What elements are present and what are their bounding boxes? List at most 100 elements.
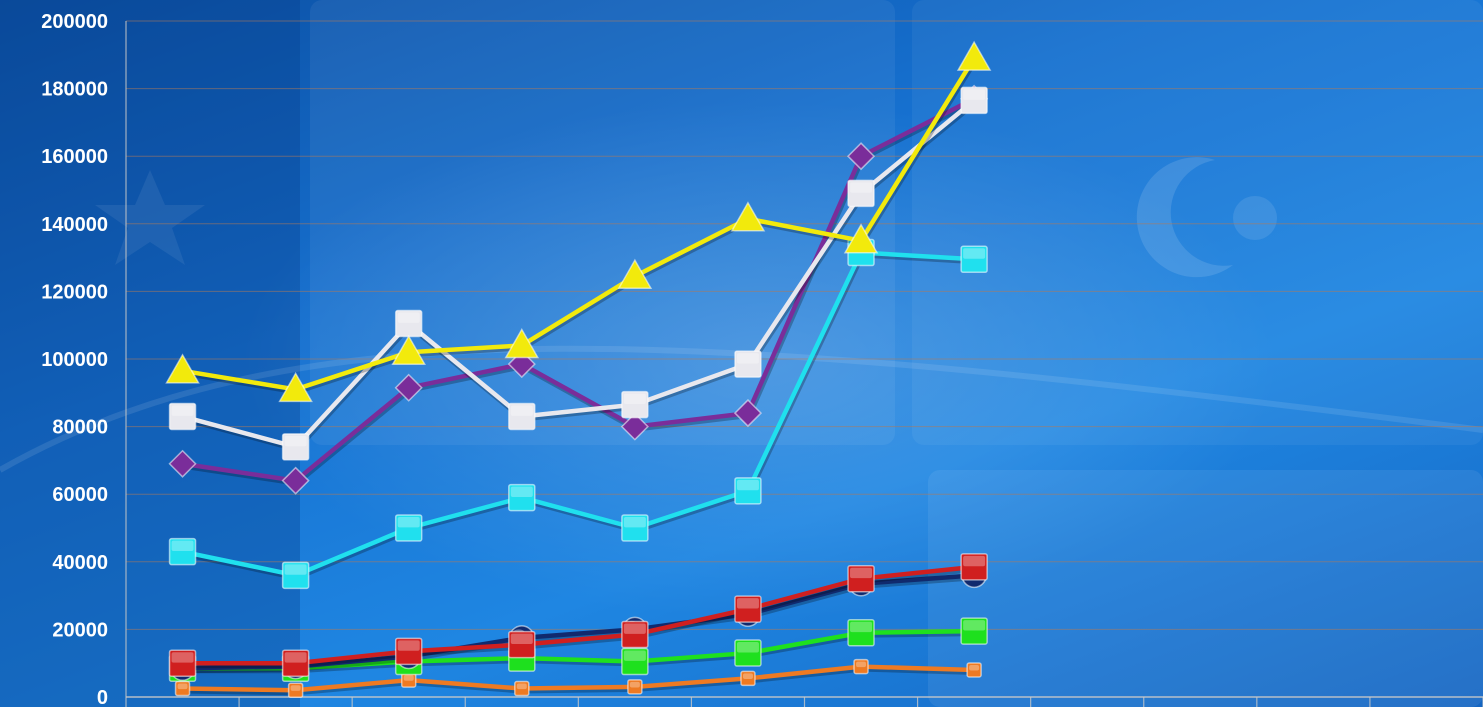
y-tick-label: 20000 (52, 619, 108, 641)
data-point (278, 371, 313, 403)
marker-highlight (510, 486, 533, 497)
data-point (621, 390, 649, 419)
marker-highlight (397, 312, 420, 323)
marker-highlight (969, 664, 980, 671)
marker-highlight (284, 564, 307, 575)
data-point (168, 402, 197, 431)
marker-highlight (736, 353, 759, 364)
marker-highlight (171, 405, 194, 416)
data-point (960, 245, 988, 274)
marker-highlight (171, 540, 194, 552)
series-line (182, 250, 975, 578)
series-0 (165, 40, 992, 403)
y-tick-label: 120000 (41, 281, 108, 303)
data-point (734, 350, 762, 378)
marker-highlight (623, 393, 646, 405)
data-point (394, 373, 423, 402)
data-point (734, 639, 762, 667)
data-point (508, 402, 536, 431)
data-point (853, 658, 869, 675)
series-4 (168, 553, 988, 677)
data-point (847, 619, 875, 647)
data-point (734, 595, 762, 623)
data-point (281, 466, 310, 495)
series-line (182, 664, 975, 693)
data-point (730, 201, 766, 232)
data-point (508, 483, 536, 512)
marker-highlight (623, 650, 646, 661)
marker-highlight (290, 685, 301, 691)
y-tick-label: 100000 (41, 349, 108, 371)
y-tick-label: 80000 (52, 417, 108, 439)
data-point (846, 142, 876, 171)
y-tick-label: 140000 (41, 214, 108, 236)
data-point (620, 412, 649, 441)
data-point (168, 449, 197, 478)
marker-highlight (850, 567, 873, 579)
marker-highlight (510, 405, 533, 416)
y-tick-label: 180000 (41, 79, 108, 101)
grid (125, 20, 1483, 707)
series-7 (174, 658, 982, 698)
data-point (617, 258, 653, 289)
data-point (847, 564, 875, 593)
data-point (734, 477, 762, 505)
marker-highlight (284, 652, 307, 663)
data-point (847, 179, 875, 208)
marker-highlight (177, 683, 188, 690)
marker-highlight (963, 555, 986, 567)
marker-highlight (623, 623, 646, 634)
data-point (621, 647, 649, 676)
marker-highlight (850, 182, 873, 193)
data-point (733, 399, 763, 428)
marker-highlight (742, 673, 753, 680)
marker-highlight (284, 435, 307, 447)
marker-highlight (397, 517, 420, 528)
marker-highlight (623, 517, 646, 528)
data-point (740, 670, 756, 687)
marker-highlight (171, 652, 194, 663)
decor-star-icon (1233, 196, 1277, 240)
y-tick-label: 0 (97, 687, 108, 707)
y-tick-label: 40000 (52, 552, 108, 574)
decor-swoosh (0, 345, 1483, 473)
data-point (960, 553, 988, 581)
data-point (960, 86, 988, 115)
marker-highlight (736, 642, 759, 653)
data-point (281, 561, 310, 590)
decor-crescent-icon (1136, 157, 1233, 278)
marker-highlight (736, 598, 759, 609)
data-point (165, 353, 200, 384)
y-tick-label: 60000 (52, 484, 108, 506)
marker-highlight (629, 681, 640, 688)
series-layer (165, 40, 992, 698)
y-tick-label: 200000 (41, 11, 108, 33)
data-point (281, 433, 310, 461)
decor-star-shape-icon (95, 170, 205, 265)
marker-highlight (736, 479, 759, 491)
data-point (394, 514, 423, 542)
data-point (394, 637, 423, 666)
series-1 (168, 86, 988, 461)
marker-highlight (963, 248, 986, 259)
series-line (182, 56, 977, 392)
data-point (287, 682, 304, 698)
data-point (621, 514, 649, 542)
data-point (168, 537, 197, 566)
data-point (621, 620, 649, 649)
marker-highlight (963, 89, 986, 100)
marker-highlight (397, 640, 420, 651)
data-point (843, 223, 879, 254)
marker-highlight (963, 620, 986, 631)
data-point (391, 334, 427, 365)
data-point (966, 662, 982, 678)
marker-highlight (510, 633, 533, 645)
data-point (514, 680, 530, 697)
data-point (508, 630, 536, 659)
series-line (182, 96, 976, 483)
data-point (627, 679, 643, 695)
marker-highlight (516, 683, 527, 690)
